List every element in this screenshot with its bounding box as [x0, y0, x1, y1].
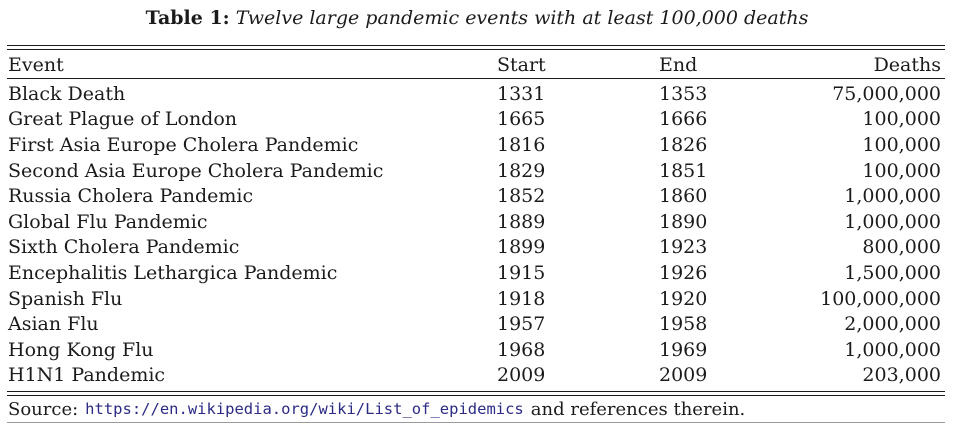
- column-header-event: Event: [8, 53, 64, 76]
- source-note: Source: https://en.wikipedia.org/wiki/Li…: [7, 396, 945, 422]
- cell-start: 2009: [497, 364, 546, 387]
- cell-start: 1852: [497, 185, 546, 208]
- cell-end: 1926: [659, 261, 708, 284]
- cell-start: 1968: [497, 338, 546, 361]
- top-rule: [7, 45, 945, 50]
- cell-end: 1958: [659, 313, 708, 336]
- cell-event: Russia Cholera Pandemic: [8, 185, 254, 208]
- cell-end: 1851: [659, 159, 708, 182]
- cell-deaths: 100,000: [862, 159, 941, 182]
- data-table: Event Start End Deaths Black Death 1331 13…: [7, 45, 945, 424]
- bottom-rule: [7, 391, 945, 397]
- column-header-end: End: [659, 53, 698, 76]
- cell-event: First Asia Europe Cholera Pandemic: [8, 133, 359, 156]
- table-row: Global Flu Pandemic 1889 1890 1,000,000: [7, 209, 945, 235]
- cell-end: 1666: [659, 108, 708, 131]
- cell-end: 1860: [659, 185, 708, 208]
- table-row: Great Plague of London 1665 1666 100,000: [7, 107, 945, 133]
- cell-deaths: 100,000: [862, 133, 941, 156]
- column-header-start: Start: [497, 53, 546, 76]
- table-row: Sixth Cholera Pandemic 1899 1923 800,000: [7, 235, 945, 261]
- cell-start: 1918: [497, 287, 546, 310]
- cell-start: 1889: [497, 210, 546, 233]
- table-row: Asian Flu 1957 1958 2,000,000: [7, 311, 945, 337]
- table-body: Black Death 1331 1353 75,000,000 Great Plagu…: [7, 79, 945, 391]
- table-row: Second Asia Europe Cholera Pandemic 1829 1…: [7, 158, 945, 184]
- source-suffix: and references therein.: [530, 398, 746, 420]
- cell-event: Hong Kong Flu: [8, 338, 154, 361]
- column-header-deaths: Deaths: [873, 53, 941, 76]
- cell-event: Great Plague of London: [8, 108, 238, 131]
- cell-deaths: 1,000,000: [844, 338, 941, 361]
- caption-text: Twelve large pandemic events with at lea…: [235, 7, 809, 29]
- source-link[interactable]: https://en.wikipedia.org/wiki/List_of_ep…: [85, 400, 524, 419]
- table-row: Russia Cholera Pandemic 1852 1860 1,000,000: [7, 183, 945, 209]
- cell-start: 1816: [497, 133, 546, 156]
- table-row: Hong Kong Flu 1968 1969 1,000,000: [7, 337, 945, 363]
- cell-end: 1969: [659, 338, 708, 361]
- cell-start: 1665: [497, 108, 546, 131]
- cell-deaths: 100,000: [862, 108, 941, 131]
- table-caption: Table 1: Twelve large pandemic events wi…: [0, 0, 954, 31]
- cell-deaths: 2,000,000: [844, 313, 941, 336]
- cell-deaths: 203,000: [862, 364, 941, 387]
- cell-event: H1N1 Pandemic: [8, 364, 166, 387]
- cell-start: 1957: [497, 313, 546, 336]
- cell-event: Second Asia Europe Cholera Pandemic: [8, 159, 384, 182]
- cell-deaths: 800,000: [862, 236, 941, 259]
- cell-deaths: 1,000,000: [844, 185, 941, 208]
- cell-event: Black Death: [8, 82, 126, 105]
- cell-start: 1915: [497, 261, 546, 284]
- cell-end: 1920: [659, 287, 708, 310]
- cell-event: Asian Flu: [8, 313, 99, 336]
- cell-start: 1829: [497, 159, 546, 182]
- cell-end: 1826: [659, 133, 708, 156]
- cell-deaths: 1,500,000: [844, 261, 941, 284]
- footer-rule: [7, 422, 945, 424]
- cell-end: 2009: [659, 364, 708, 387]
- cell-event: Sixth Cholera Pandemic: [8, 236, 240, 259]
- caption-label: Table 1:: [145, 7, 230, 29]
- cell-end: 1923: [659, 236, 708, 259]
- cell-event: Spanish Flu: [8, 287, 123, 310]
- table-header-row: Event Start End Deaths: [7, 51, 945, 78]
- table-row: H1N1 Pandemic 2009 2009 203,000: [7, 363, 945, 389]
- cell-event: Encephalitis Lethargica Pandemic: [8, 261, 338, 284]
- cell-start: 1899: [497, 236, 546, 259]
- table-row: Encephalitis Lethargica Pandemic 1915 1926…: [7, 260, 945, 286]
- cell-deaths: 100,000,000: [820, 287, 941, 310]
- cell-start: 1331: [497, 82, 546, 105]
- cell-event: Global Flu Pandemic: [8, 210, 208, 233]
- table-row: Spanish Flu 1918 1920 100,000,000: [7, 286, 945, 312]
- cell-end: 1890: [659, 210, 708, 233]
- header-rule: [7, 78, 945, 79]
- source-label: Source:: [8, 398, 79, 420]
- cell-end: 1353: [659, 82, 708, 105]
- table-row: Black Death 1331 1353 75,000,000: [7, 81, 945, 107]
- cell-deaths: 75,000,000: [832, 82, 941, 105]
- cell-deaths: 1,000,000: [844, 210, 941, 233]
- table-row: First Asia Europe Cholera Pandemic 1816 18…: [7, 132, 945, 158]
